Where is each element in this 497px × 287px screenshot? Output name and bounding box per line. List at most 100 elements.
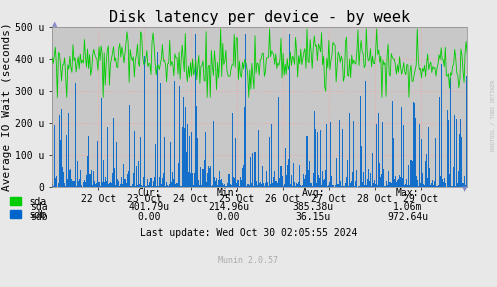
Bar: [358, 186, 359, 187]
Bar: [107, 127, 108, 187]
Bar: [55, 178, 56, 187]
Bar: [420, 183, 421, 187]
Bar: [256, 185, 257, 187]
Bar: [207, 172, 208, 187]
Bar: [299, 164, 300, 187]
Bar: [202, 169, 203, 187]
Bar: [355, 181, 356, 187]
Bar: [411, 160, 412, 187]
Bar: [389, 182, 390, 187]
Bar: [81, 185, 82, 187]
Bar: [313, 173, 314, 187]
Bar: [70, 170, 71, 187]
Bar: [368, 168, 369, 187]
Bar: [330, 182, 331, 187]
Bar: [199, 185, 200, 187]
Bar: [228, 183, 229, 187]
Bar: [171, 181, 172, 187]
Bar: [433, 185, 434, 187]
Bar: [293, 163, 294, 187]
Bar: [372, 153, 373, 187]
Text: 0.00: 0.00: [137, 212, 161, 222]
Bar: [402, 178, 403, 187]
Bar: [142, 186, 143, 187]
Bar: [332, 185, 333, 187]
Bar: [193, 185, 194, 187]
Bar: [88, 136, 89, 187]
Bar: [304, 179, 306, 187]
Bar: [200, 167, 201, 187]
Bar: [367, 179, 368, 187]
Bar: [59, 115, 60, 187]
Bar: [243, 165, 244, 187]
Bar: [145, 186, 146, 187]
Bar: [87, 156, 88, 187]
Bar: [174, 81, 175, 187]
Bar: [431, 183, 432, 187]
Bar: [452, 186, 453, 187]
Bar: [62, 167, 63, 187]
Bar: [270, 184, 271, 187]
Bar: [457, 183, 458, 187]
Bar: [373, 183, 374, 187]
Bar: [102, 160, 104, 187]
Bar: [75, 83, 76, 187]
Bar: [323, 180, 324, 187]
Bar: [362, 182, 363, 187]
Bar: [91, 170, 92, 187]
Bar: [349, 113, 350, 187]
Text: ▲: ▲: [52, 21, 58, 27]
Bar: [278, 97, 279, 187]
Bar: [266, 170, 267, 187]
Bar: [343, 186, 344, 187]
Bar: [277, 183, 278, 187]
Bar: [178, 86, 179, 187]
Bar: [325, 170, 326, 187]
Bar: [412, 161, 413, 187]
Bar: [97, 141, 98, 187]
Bar: [347, 160, 348, 187]
Bar: [280, 166, 281, 187]
Bar: [365, 81, 366, 187]
Bar: [296, 183, 297, 187]
Bar: [279, 178, 280, 187]
Bar: [151, 178, 152, 187]
Bar: [324, 179, 325, 187]
Bar: [414, 118, 415, 187]
Bar: [387, 185, 388, 187]
Bar: [83, 182, 84, 187]
Bar: [430, 185, 431, 187]
Bar: [131, 186, 132, 187]
Bar: [398, 179, 399, 187]
Bar: [74, 181, 75, 187]
Bar: [177, 163, 178, 187]
Bar: [426, 154, 427, 187]
Bar: [465, 185, 466, 187]
Bar: [340, 181, 341, 187]
Bar: [409, 165, 410, 187]
Bar: [375, 185, 376, 187]
Bar: [214, 177, 215, 187]
Bar: [425, 161, 426, 187]
Bar: [61, 109, 62, 187]
Bar: [173, 179, 174, 187]
Text: 401.79u: 401.79u: [129, 202, 169, 212]
Bar: [245, 34, 246, 187]
Bar: [255, 181, 256, 187]
Bar: [257, 130, 258, 187]
Bar: [456, 119, 457, 187]
Bar: [92, 185, 93, 187]
Bar: [274, 171, 275, 187]
Bar: [337, 184, 339, 187]
Text: sda: sda: [30, 202, 47, 212]
Bar: [175, 184, 176, 187]
Bar: [281, 177, 283, 187]
Bar: [71, 169, 72, 187]
Bar: [415, 176, 417, 187]
Bar: [197, 138, 198, 187]
Text: Min:: Min:: [217, 188, 241, 198]
Bar: [290, 184, 291, 187]
Bar: [331, 176, 332, 187]
Bar: [459, 134, 460, 187]
Bar: [205, 132, 206, 187]
